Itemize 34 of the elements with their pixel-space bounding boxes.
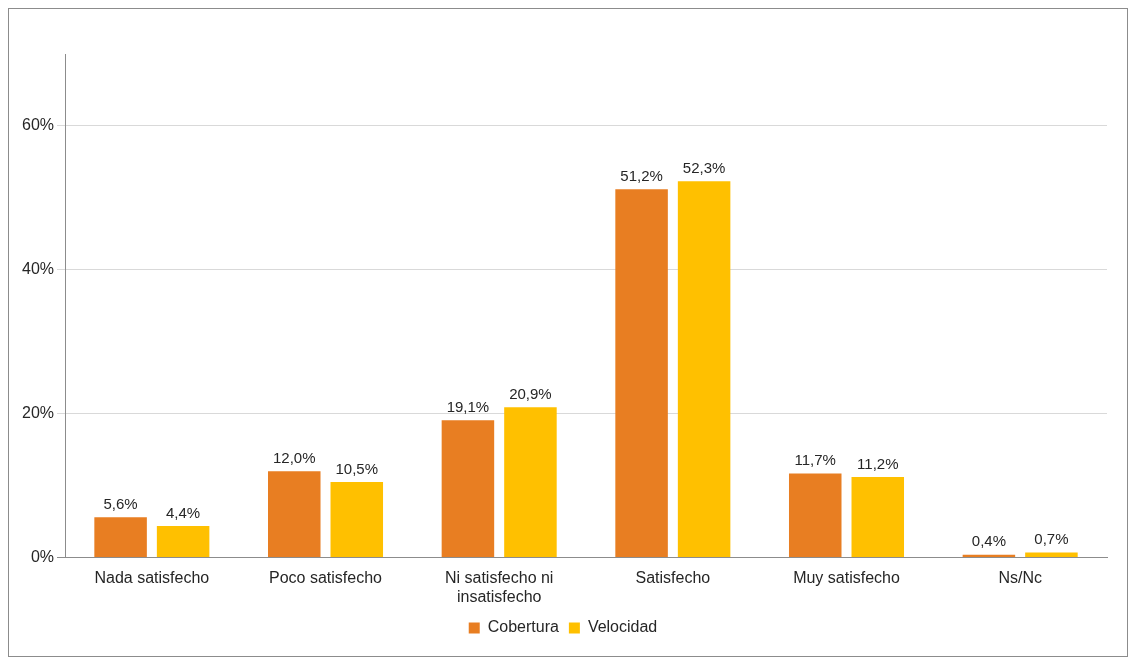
x-tick-label: Nada satisfecho [94, 568, 210, 586]
legend-label: Cobertura [487, 618, 559, 636]
x-tick-label: Poco satisfecho [269, 568, 383, 586]
x-tick-label: Ns/Nc [998, 568, 1042, 586]
y-tick-label: 0% [30, 548, 55, 566]
bar [441, 420, 495, 558]
data-label: 20,9% [509, 384, 552, 402]
y-tick-label: 20% [21, 404, 55, 422]
data-label: 11,7% [794, 451, 836, 469]
bar [615, 189, 668, 558]
data-label: 4,4% [166, 503, 201, 521]
bar [94, 517, 147, 558]
data-label: 19,1% [446, 397, 490, 415]
bar [156, 525, 210, 558]
x-tick-label: Satisfecho [635, 568, 711, 586]
x-tick-label: Muy satisfecho [793, 568, 900, 586]
data-label: 52,3% [682, 158, 726, 176]
data-label: 12,0% [272, 448, 316, 466]
bar [330, 482, 384, 558]
bar [504, 407, 557, 558]
x-tick-label: Ni satisfecho ni insatisfecho [444, 568, 554, 605]
data-label: 10,5% [335, 459, 379, 477]
data-label: 0,4% [971, 532, 1007, 550]
legend-label: Velocidad [587, 618, 658, 636]
bar [851, 477, 905, 558]
data-label: 0,7% [1034, 530, 1069, 548]
data-label: 51,2% [620, 166, 663, 184]
bar [268, 471, 321, 558]
y-tick-label: 40% [21, 260, 55, 278]
bar [788, 473, 842, 558]
y-tick-label: 60% [21, 116, 55, 134]
bar [677, 181, 731, 558]
data-label: 11,2% [857, 454, 899, 472]
data-label: 5,6% [103, 494, 138, 512]
